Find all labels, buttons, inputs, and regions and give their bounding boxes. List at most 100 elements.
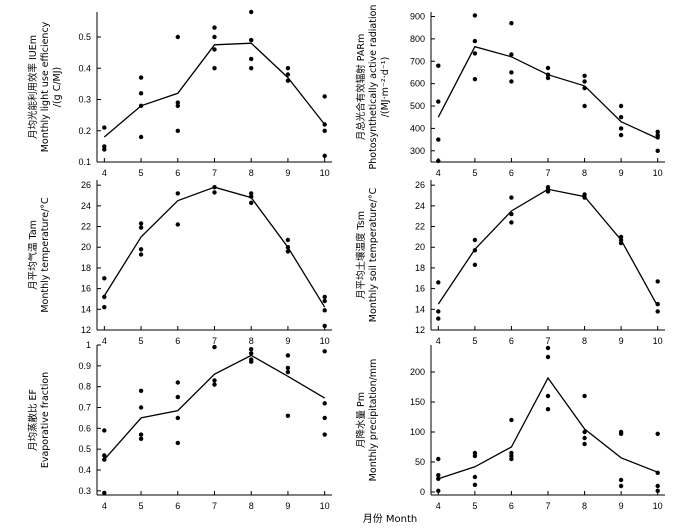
data-point	[472, 51, 478, 56]
data-point	[212, 190, 217, 195]
panel-tair: 12 14 16 18 20 22 24 26 4 5 6 7 8 9 10 月平均气温 TamMonthly…	[27, 180, 332, 346]
y-tick-label: 900	[410, 11, 425, 21]
x-tick-label: 8	[249, 501, 254, 511]
data-point	[249, 56, 254, 62]
y-tick-label: 24	[415, 201, 425, 211]
data-point	[249, 359, 254, 364]
y-tick-label: 26	[415, 180, 425, 190]
y-tick-label: 300	[410, 146, 425, 156]
x-tick-label: 9	[285, 336, 290, 346]
data-point	[102, 294, 107, 300]
data-point	[285, 237, 291, 243]
y-tick-label: 0.7	[78, 403, 91, 413]
x-tick-label: 9	[619, 501, 624, 511]
data-point	[655, 135, 660, 140]
data-point	[285, 365, 291, 371]
data-point	[175, 34, 180, 40]
data-point	[436, 476, 441, 481]
x-tick-label: 8	[582, 501, 587, 511]
x-tick-label: 4	[102, 501, 107, 511]
data-point	[102, 428, 107, 433]
data-point	[285, 66, 291, 71]
data-point	[545, 345, 551, 351]
y-tick-label: 0	[420, 487, 425, 497]
data-point	[138, 405, 144, 410]
panel-iue: 0.1 0.2 0.3 0.4 0.5 4 5 6 7 8 9 10 月均光能利用效率 IUEmMont…	[27, 9, 332, 178]
y-tick-label: 400	[410, 123, 425, 133]
data-point	[509, 52, 514, 57]
data-point	[285, 249, 291, 254]
data-point	[138, 91, 144, 96]
data-point	[175, 440, 180, 446]
x-tick-label: 7	[212, 168, 217, 178]
data-point	[655, 309, 660, 314]
data-point	[322, 349, 327, 354]
x-tick-label: 7	[545, 501, 550, 511]
x-tick-label: 4	[436, 336, 441, 346]
data-point	[618, 431, 624, 436]
y-axis-title: 月降水量 PmMonthly precipitation/mm	[355, 359, 379, 482]
x-tick-label: 9	[285, 501, 290, 511]
data-point	[322, 432, 327, 437]
data-point	[582, 79, 587, 84]
data-point	[322, 122, 327, 127]
x-tick-label: 5	[139, 336, 144, 346]
y-axis-title-line: Monthly light use efficiency	[40, 21, 51, 152]
x-tick-label: 9	[285, 168, 290, 178]
x-tick-label: 5	[472, 336, 477, 346]
data-point	[509, 220, 514, 225]
data-point	[249, 200, 254, 205]
x-tick-label: 8	[582, 168, 587, 178]
data-point	[436, 158, 441, 164]
x-tick-label: 10	[320, 501, 330, 511]
data-point	[582, 192, 587, 197]
data-point	[175, 380, 180, 385]
x-tick-label: 6	[509, 168, 514, 178]
data-point	[138, 252, 144, 257]
x-tick-label: 5	[472, 168, 477, 178]
data-point	[102, 453, 107, 458]
data-point	[212, 382, 217, 387]
x-tick-label: 5	[472, 501, 477, 511]
x-tick-label: 7	[212, 336, 217, 346]
x-tick-label: 10	[653, 336, 663, 346]
y-axis-title-line: 月降水量 Pm	[355, 392, 367, 448]
data-point	[509, 70, 514, 75]
data-point	[138, 225, 144, 230]
data-point	[509, 21, 514, 26]
data-point	[545, 407, 551, 412]
data-point	[618, 240, 624, 246]
data-point	[436, 473, 441, 478]
y-tick-label: 14	[415, 304, 425, 314]
x-tick-label: 10	[653, 168, 663, 178]
y-tick-label: 12	[81, 325, 91, 335]
data-point	[618, 477, 624, 483]
data-point	[175, 100, 180, 105]
data-point	[102, 144, 107, 149]
y-tick-label: 18	[415, 263, 425, 273]
data-point	[618, 115, 624, 120]
series-line	[103, 42, 326, 138]
data-point	[582, 429, 587, 435]
y-tick-label: 16	[81, 284, 91, 294]
y-tick-label: 0.3	[78, 95, 91, 105]
x-tick-label: 7	[545, 336, 550, 346]
y-tick-label: 12	[415, 325, 425, 335]
data-point	[102, 147, 107, 152]
data-point	[175, 103, 180, 109]
data-point	[436, 456, 441, 462]
data-point	[212, 66, 217, 71]
y-tick-label: 22	[81, 222, 91, 232]
y-tick-label: 20	[415, 242, 425, 252]
panel-ef: 0.3 0.4 0.5 0.6 0.7 0.8 0.9 1 4 5 6 7 8 9 10 月均蒸散比 EFEv…	[27, 340, 332, 511]
x-tick-label: 6	[509, 501, 514, 511]
x-tick-label: 10	[653, 501, 663, 511]
data-point	[322, 298, 327, 304]
data-point	[509, 211, 514, 217]
data-point	[436, 99, 441, 104]
y-axis-title-line: 月平均气温 Tam	[27, 220, 39, 290]
data-point	[436, 137, 441, 142]
data-point	[212, 185, 217, 190]
data-point	[436, 309, 441, 314]
